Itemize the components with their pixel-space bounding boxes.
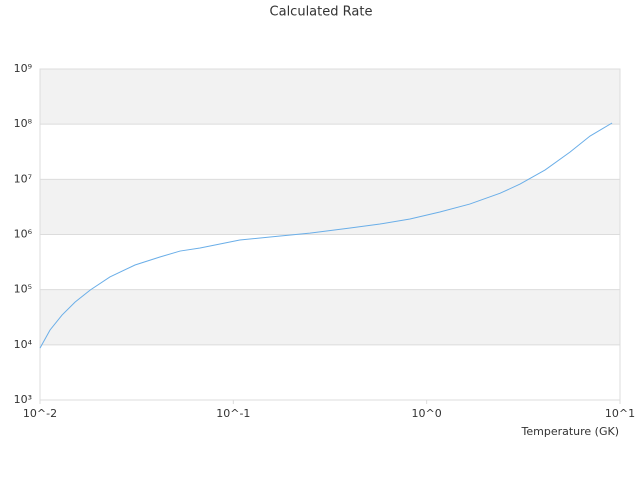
series-line bbox=[39, 122, 613, 349]
x-tick-label: 10^-2 bbox=[23, 407, 57, 420]
x-axis-label: Temperature (GK) bbox=[521, 425, 620, 438]
grid-band bbox=[40, 179, 620, 235]
y-tick-label: 10⁹ bbox=[14, 62, 32, 75]
y-tick-label: 10⁵ bbox=[14, 283, 32, 296]
x-tick-label: 10^1 bbox=[605, 407, 635, 420]
y-tick-label: 10⁷ bbox=[14, 172, 32, 185]
y-tick-label: 10⁴ bbox=[14, 338, 33, 351]
y-tick-label: 10⁸ bbox=[14, 117, 33, 130]
x-tick-label: 10^-1 bbox=[216, 407, 250, 420]
plot-border bbox=[39, 68, 621, 401]
grid-band bbox=[40, 69, 620, 125]
grid-band bbox=[40, 289, 620, 345]
x-tick-label: 10^0 bbox=[412, 407, 442, 420]
chart-title: Calculated Rate bbox=[270, 5, 373, 20]
y-tick-label: 10⁶ bbox=[14, 228, 33, 241]
y-tick-label: 10³ bbox=[14, 393, 32, 406]
